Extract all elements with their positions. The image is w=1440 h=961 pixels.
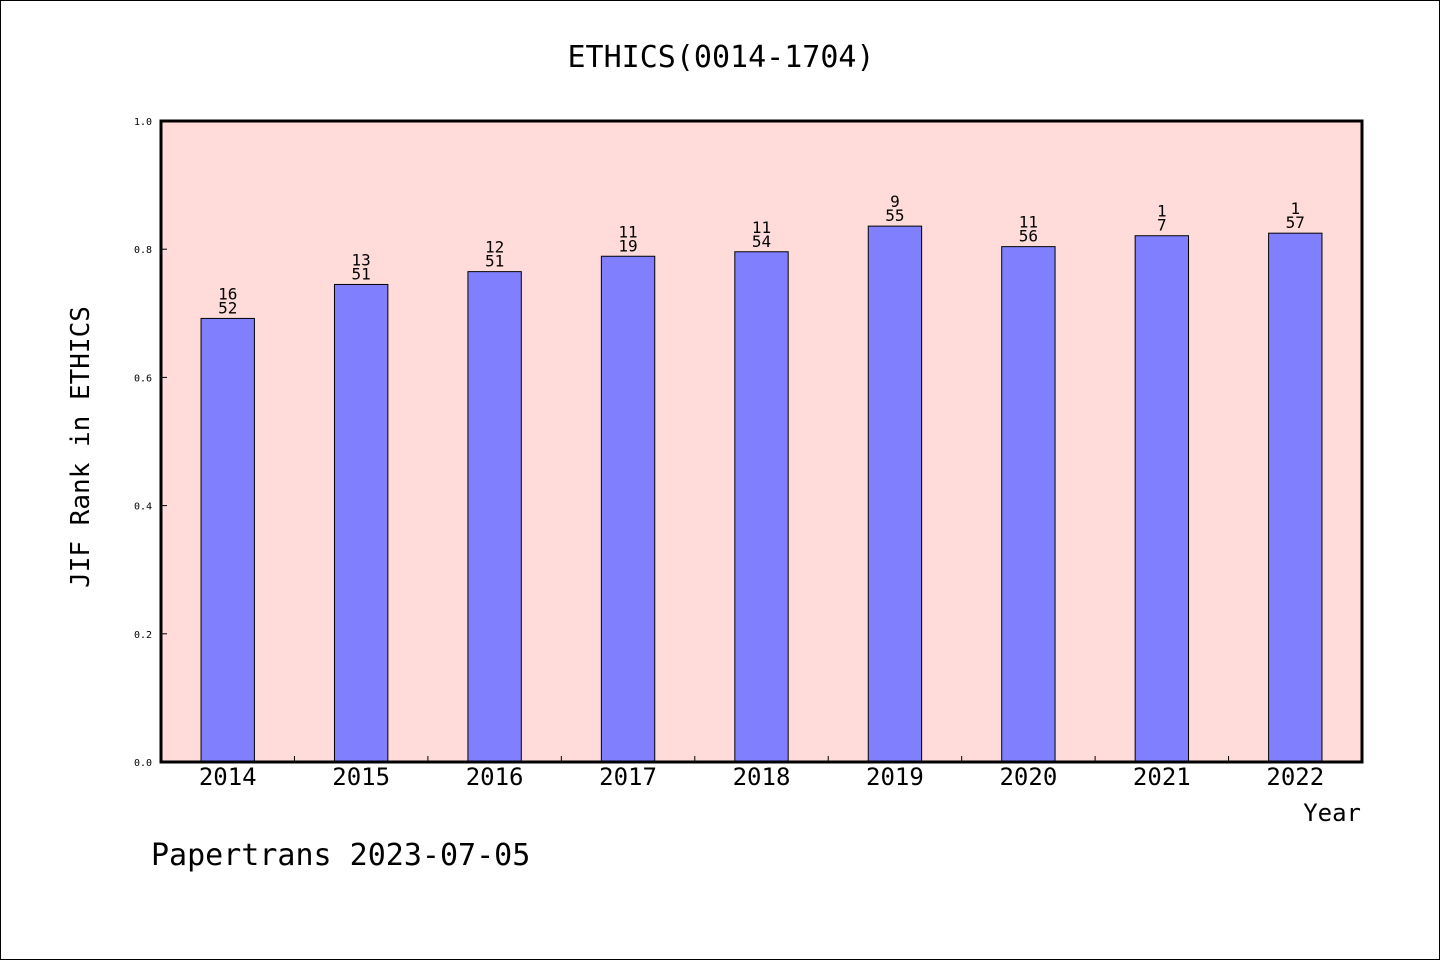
bar-total-label-2021: 7 bbox=[1157, 216, 1167, 235]
bar-rank-label-2022: 1 bbox=[1290, 199, 1300, 218]
x-tick-label-2017: 2017 bbox=[599, 763, 657, 791]
y-tick-label-0.0: 0.0 bbox=[134, 758, 152, 769]
bar-2021 bbox=[1134, 235, 1190, 763]
bar-rank-label-2017: 11 bbox=[618, 222, 637, 241]
bar-2019 bbox=[867, 225, 923, 763]
bar-2015 bbox=[333, 283, 389, 763]
bar-2016 bbox=[467, 271, 522, 763]
x-tick-label-2021: 2021 bbox=[1133, 763, 1191, 791]
bar-total-label-2014: 52 bbox=[218, 298, 237, 317]
x-axis-label: Year bbox=[1303, 799, 1361, 827]
bar-rank-label-2015: 13 bbox=[352, 250, 371, 269]
x-tick-label-2014: 2014 bbox=[199, 763, 257, 791]
y-tick-label-1.0: 1.0 bbox=[134, 117, 152, 128]
bar-rank-label-2014: 16 bbox=[218, 284, 237, 303]
bar-2014 bbox=[200, 317, 255, 763]
x-tick-label-2020: 2020 bbox=[999, 763, 1057, 791]
y-tick-label-0.4: 0.4 bbox=[134, 502, 152, 513]
bar-total-label-2019: 55 bbox=[885, 206, 904, 225]
bar-total-label-2016: 51 bbox=[485, 252, 504, 271]
y-tick-label-0.2: 0.2 bbox=[134, 630, 152, 641]
x-tick-label-2022: 2022 bbox=[1266, 763, 1324, 791]
bar-total-label-2020: 56 bbox=[1019, 227, 1038, 246]
bar-total-label-2018: 54 bbox=[752, 232, 771, 251]
x-tick-label-2016: 2016 bbox=[466, 763, 524, 791]
bar-total-label-2017: 19 bbox=[618, 236, 637, 255]
x-tick-label-2018: 2018 bbox=[733, 763, 791, 791]
bar-2022 bbox=[1268, 232, 1323, 763]
bar-2018 bbox=[734, 251, 789, 763]
plot-border bbox=[159, 119, 1364, 764]
bar-rank-label-2018: 11 bbox=[752, 218, 771, 237]
y-tick-label-0.8: 0.8 bbox=[134, 245, 152, 256]
y-tick-label-0.6: 0.6 bbox=[134, 373, 152, 384]
bar-rank-label-2019: 9 bbox=[890, 192, 900, 211]
x-tick-label-2015: 2015 bbox=[332, 763, 390, 791]
ticks-group: 2014 2015 2016 2017 2018 2019 2020 2021 2022 0.0 0… bbox=[134, 117, 1324, 791]
bar-total-label-2022: 57 bbox=[1286, 213, 1305, 232]
x-tick-label-2019: 2019 bbox=[866, 763, 924, 791]
bar-total-label-2015: 51 bbox=[352, 264, 371, 283]
chart-title: ETHICS(0014-1704) bbox=[567, 40, 874, 75]
footer-credit: Papertrans 2023-07-05 bbox=[151, 838, 530, 873]
bar-rank-label-2016: 12 bbox=[485, 238, 504, 257]
bar-2017 bbox=[600, 255, 656, 763]
bar-rank-label-2020: 11 bbox=[1019, 213, 1038, 232]
bar-rank-label-2021: 1 bbox=[1157, 202, 1167, 221]
y-axis-label: JIF Rank in ETHICS bbox=[66, 306, 96, 588]
bar-2020 bbox=[1001, 246, 1056, 763]
